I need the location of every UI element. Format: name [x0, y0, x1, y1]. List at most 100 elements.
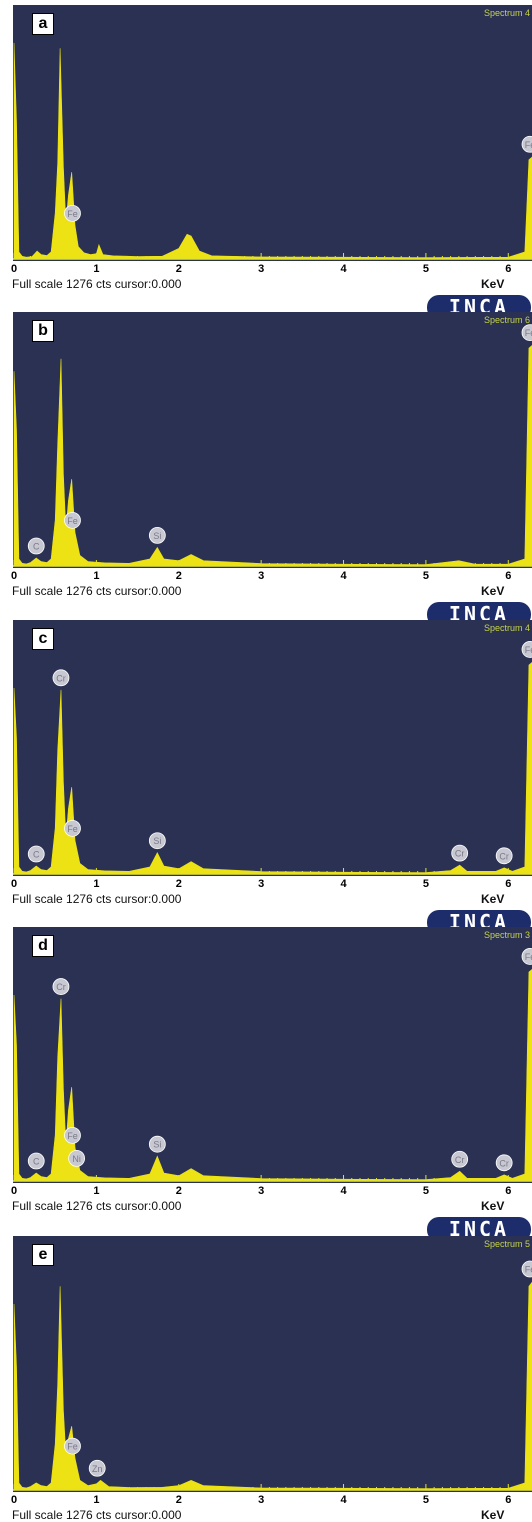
spectrum-area	[13, 968, 532, 1182]
spectrum-area	[13, 345, 532, 567]
element-marker-fe: Fe	[521, 948, 532, 965]
marker-label: Fe	[525, 645, 532, 655]
x-axis-unit: KeV	[481, 277, 505, 291]
x-tick-label: 6	[505, 878, 512, 890]
marker-label: C	[33, 1157, 40, 1167]
marker-circle	[64, 204, 81, 222]
x-tick-label: 4	[340, 878, 347, 890]
x-tick-label: 5	[422, 878, 429, 890]
marker-circle	[64, 819, 81, 837]
marker-label: Fe	[67, 824, 78, 834]
spectrum-panel-c: C Cr Fe Si Cr Cr Fe c Spectrum 4 0 1 2 3 4 5 6 Full scal…	[0, 620, 532, 935]
element-marker-c: C	[27, 845, 45, 863]
x-tick-label: 5	[422, 1185, 429, 1197]
marker-label: Fe	[67, 1131, 78, 1141]
x-tick-label: 0	[10, 263, 18, 275]
spectrum-panel-b: C Fe Si Fe b Spectrum 6 0 1 2 3 4 5 6 Full scale 1276…	[0, 312, 532, 627]
x-tick-label: 5	[422, 263, 429, 275]
x-tick-label: 0	[10, 570, 18, 582]
spectrum-plot: C Cr Fe Si Cr Cr Fe	[13, 641, 532, 875]
x-tick-label: 4	[340, 1185, 347, 1197]
spectrum-label: Spectrum 3	[483, 930, 530, 940]
x-tick-label: 6	[505, 1185, 512, 1197]
element-marker-fe: Fe	[64, 511, 81, 529]
panel-letter: e	[32, 1244, 54, 1266]
x-tick-label: 5	[422, 570, 429, 582]
marker-circle	[27, 537, 45, 555]
panel-letter: d	[32, 935, 54, 957]
x-axis-unit: KeV	[481, 1508, 505, 1522]
marker-label: Fe	[525, 328, 532, 338]
element-marker-ni: Ni	[68, 1149, 86, 1167]
marker-label: Cr	[455, 1155, 465, 1165]
marker-label: Cr	[499, 851, 509, 861]
spectrum-area	[13, 1281, 532, 1491]
marker-circle	[495, 1154, 513, 1172]
marker-label: Cr	[56, 673, 65, 683]
x-tick-label: 6	[505, 1494, 512, 1506]
marker-label: C	[33, 850, 40, 860]
x-tick-label: 3	[258, 1185, 265, 1197]
spectrum-panel-d: C Cr Fe Ni Si Cr Cr Fe d Spectrum 3 0 1 2 3 4 5 6 Full sc…	[0, 927, 532, 1242]
marker-label: Si	[153, 836, 161, 846]
x-tick-label: 4	[340, 263, 347, 275]
marker-circle	[148, 1135, 166, 1153]
x-tick-label: 4	[340, 570, 347, 582]
x-tick-label: 4	[340, 1494, 347, 1506]
marker-label: Fe	[67, 1442, 78, 1452]
spectrum-plot: C Cr Fe Ni Si Cr Cr Fe	[13, 948, 532, 1182]
element-marker-cr: Cr	[52, 978, 70, 995]
marker-label: Fe	[525, 1265, 532, 1275]
x-tick-label: 3	[258, 263, 265, 275]
marker-circle	[52, 669, 70, 687]
marker-circle	[64, 1126, 81, 1144]
spectrum-label: Spectrum 4	[483, 623, 530, 633]
marker-circle	[521, 135, 532, 153]
marker-circle	[27, 845, 45, 863]
element-marker-cr: Cr	[495, 847, 513, 865]
marker-circle	[148, 832, 166, 850]
element-marker-fe: Fe	[64, 1437, 81, 1455]
x-tick-label: 6	[505, 263, 512, 275]
spectrum-plot: C Fe Si Fe	[13, 324, 532, 567]
marker-label: Fe	[67, 209, 78, 219]
x-tick-label: 5	[422, 1494, 429, 1506]
marker-circle	[521, 948, 532, 965]
spectrum-label: Spectrum 5	[483, 1239, 530, 1249]
spectrum-plot: Fe Zn Fe	[13, 1260, 532, 1491]
plot-area: C Cr Fe Ni Si Cr Cr Fe d Spectrum 3	[13, 927, 532, 1183]
full-scale-readout: Full scale 1276 cts cursor:0.000	[12, 584, 182, 598]
x-tick-label: 3	[258, 878, 265, 890]
marker-circle	[64, 1437, 81, 1455]
x-tick-label: 1	[93, 263, 100, 275]
element-marker-fe: Fe	[64, 1126, 81, 1144]
marker-label: Zn	[92, 1464, 103, 1474]
spectrum-area	[13, 42, 532, 260]
x-tick-label: 2	[175, 570, 182, 582]
spectrum-panel-a: Fe Fe a Spectrum 4 0 1 2 3 4 5 6 Full scale 1276 ct…	[0, 5, 532, 320]
panel-letter: c	[32, 628, 54, 650]
x-tick-label: 1	[93, 1185, 100, 1197]
spectrum-panel-e: Fe Zn Fe e Spectrum 5 0 1 2 3 4 5 6 Full scale 1276 …	[0, 1236, 532, 1522]
plot-area: C Fe Si Fe b Spectrum 6	[13, 312, 532, 568]
element-marker-fe: Fe	[521, 1260, 532, 1278]
marker-label: Cr	[455, 849, 465, 859]
marker-circle	[88, 1459, 106, 1477]
x-tick-label: 0	[10, 1494, 18, 1506]
marker-circle	[451, 844, 469, 862]
x-tick-label: 3	[258, 1494, 265, 1506]
element-marker-c: C	[27, 537, 45, 555]
x-tick-label: 6	[505, 570, 512, 582]
marker-circle	[495, 847, 513, 865]
full-scale-readout: Full scale 1276 cts cursor:0.000	[12, 277, 182, 291]
marker-label: Fe	[67, 516, 78, 526]
marker-circle	[521, 1260, 532, 1278]
element-marker-si: Si	[148, 527, 166, 544]
x-tick-label: 3	[258, 570, 265, 582]
element-marker-fe: Fe	[64, 819, 81, 837]
x-tick-label: 2	[175, 263, 182, 275]
spectrum-label: Spectrum 6	[483, 315, 530, 325]
x-axis-unit: KeV	[481, 584, 505, 598]
marker-label: Si	[153, 1140, 161, 1150]
spectrum-plot: Fe Fe	[13, 42, 532, 260]
